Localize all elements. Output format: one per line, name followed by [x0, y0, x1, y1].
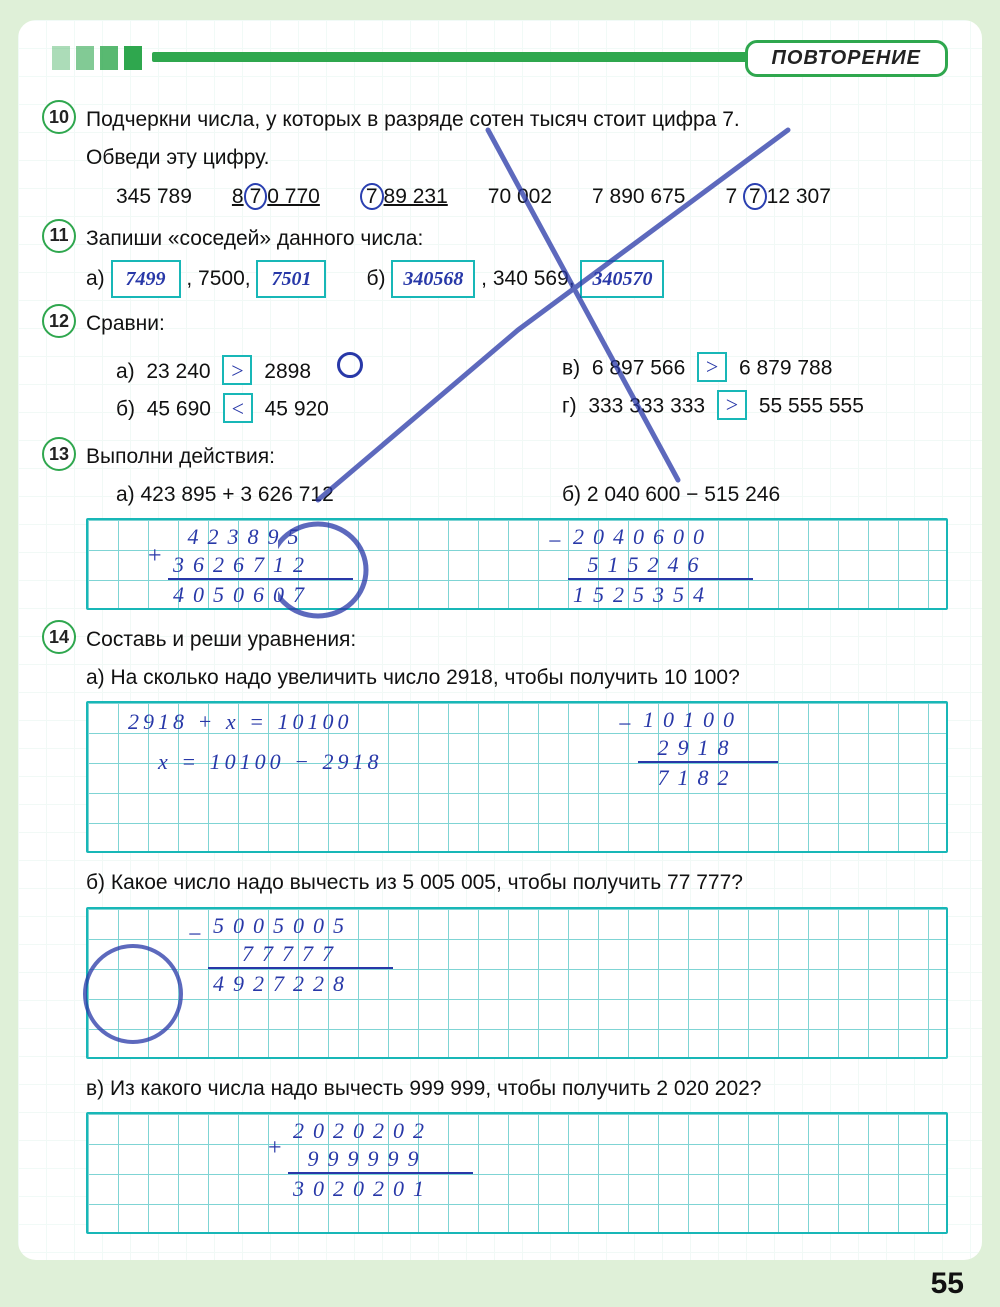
- cmp-box: >: [717, 390, 747, 420]
- t12-a: а) 23 240 > 2898: [116, 352, 502, 388]
- cmp-box: <: [223, 393, 253, 423]
- num-2: 870 770: [232, 181, 320, 213]
- task-14: 14 Составь и реши уравнения: а) На сколь…: [52, 624, 948, 1234]
- task10-text1: Подчеркни числа, у которых в разряде сот…: [86, 104, 948, 136]
- task13-text: Выполни действия:: [86, 441, 948, 473]
- task10-numbers: 345 789 870 770 789 231 70 002 7 890 675…: [116, 181, 948, 213]
- circle-mark: [337, 352, 363, 378]
- task10-text2: Обведи эту цифру.: [86, 142, 948, 174]
- task11-text: Запиши «соседей» данного числа:: [86, 223, 948, 255]
- num-4: 70 002: [488, 181, 552, 213]
- num-3: 789 231: [360, 181, 448, 213]
- task-number: 14: [42, 620, 76, 654]
- num-6: 7 712 307: [725, 181, 830, 213]
- t11-a: а) 7499 , 7500, 7501: [86, 260, 326, 298]
- task-13: 13 Выполни действия: а) 423 895 + 3 626 …: [52, 441, 948, 610]
- task-11: 11 Запиши «соседей» данного числа: а) 74…: [52, 223, 948, 299]
- page-header: ПОВТОРЕНИЕ: [52, 46, 948, 74]
- cmp-box: >: [222, 355, 252, 385]
- t14-a-eq1: 2918 + x = 10100: [128, 705, 352, 738]
- t11-a-left: 7499: [111, 260, 181, 298]
- t14-c-q: в) Из какого числа надо вычесть 999 999,…: [86, 1073, 948, 1105]
- task-12: 12 Сравни: а) 23 240 > 2898 б) 45 690 <: [52, 308, 948, 431]
- t12-d: г) 333 333 333 > 55 555 555: [562, 390, 948, 422]
- task12-text: Сравни:: [86, 308, 948, 340]
- t11-b: б) 340568 , 340 569, 340570: [366, 260, 664, 298]
- t13-a-label: а) 423 895 + 3 626 712: [116, 479, 502, 511]
- t13-b-label: б) 2 040 600 − 515 246: [562, 479, 948, 511]
- t12-c: в) 6 897 566 > 6 879 788: [562, 352, 948, 384]
- task-number: 12: [42, 304, 76, 338]
- section-badge: ПОВТОРЕНИЕ: [745, 40, 948, 77]
- t11-a-right: 7501: [256, 260, 326, 298]
- t14-a-grid: 2918 + x = 10100 x = 10100 − 2918 − 1010…: [86, 701, 948, 853]
- t12-b: б) 45 690 < 45 920: [116, 393, 502, 425]
- num-1: 345 789: [116, 181, 192, 213]
- task-10: 10 Подчеркни числа, у которых в разряде …: [52, 104, 948, 213]
- task-number: 13: [42, 437, 76, 471]
- task-number: 11: [42, 219, 76, 253]
- t14-a-q: а) На сколько надо увеличить число 2918,…: [86, 662, 948, 694]
- t14-c-grid: + 2020202 999999 3020201: [86, 1112, 948, 1234]
- scribble-circle: [78, 939, 188, 1049]
- t14-b-grid: − 5005005 77777 4927228: [86, 907, 948, 1059]
- t14-a-eq2: x = 10100 − 2918: [158, 745, 382, 778]
- workbook-page: ПОВТОРЕНИЕ 10 Подчеркни числа, у которых…: [18, 20, 982, 1260]
- t11-b-right: 340570: [580, 260, 664, 298]
- task14-text: Составь и реши уравнения:: [86, 624, 948, 656]
- t13-grid: + 423895 3626712 4050607 − 2040600 51524…: [86, 518, 948, 610]
- t11-b-left: 340568: [391, 260, 475, 298]
- t14-b-q: б) Какое число надо вычесть из 5 005 005…: [86, 867, 948, 899]
- num-5: 7 890 675: [592, 181, 685, 213]
- cmp-box: >: [697, 352, 727, 382]
- page-number: 55: [931, 1267, 964, 1301]
- task-number: 10: [42, 100, 76, 134]
